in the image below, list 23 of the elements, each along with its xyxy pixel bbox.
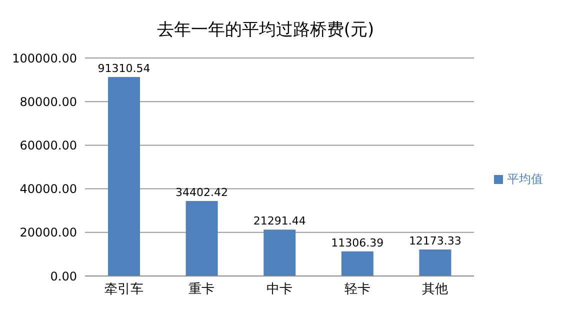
bar	[341, 251, 374, 276]
x-tick-label: 重卡	[188, 282, 215, 298]
bar	[186, 201, 218, 276]
bar	[108, 76, 140, 276]
data-label: 12173.33	[408, 234, 462, 248]
legend-label: 平均值	[507, 172, 543, 186]
chart-title: 去年一年的平均过路桥费(元)	[156, 19, 376, 42]
data-label: 21291.44	[253, 214, 306, 228]
data-label: 91310.54	[98, 62, 150, 75]
data-label: 34402.42	[176, 186, 228, 200]
y-tick-label: 20000.00	[20, 226, 77, 240]
y-tick-label: 80000.00	[20, 94, 77, 109]
y-tick-label: 100000.00	[12, 51, 77, 66]
x-tick-label: 其他	[422, 282, 448, 298]
bar	[419, 249, 452, 276]
y-tick-label: 60000.00	[20, 138, 77, 152]
bar	[264, 230, 296, 276]
y-tick-label: 40000.00	[20, 182, 77, 196]
x-tick-label: 中卡	[266, 282, 292, 298]
data-label: 11306.39	[331, 236, 384, 250]
x-tick-label: 轻卡	[344, 282, 370, 298]
x-tick-label: 牵引车	[104, 282, 144, 298]
y-tick-label: 0.00	[50, 269, 77, 284]
